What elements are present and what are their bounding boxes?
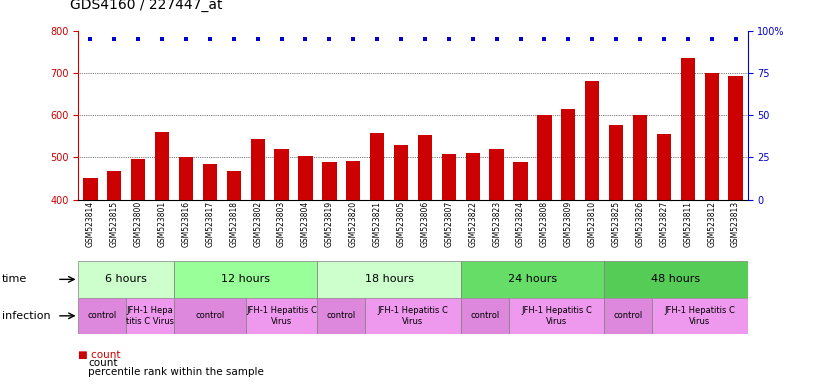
Point	[251, 36, 264, 42]
Point	[227, 36, 240, 42]
Bar	[370, 133, 384, 369]
Point	[275, 36, 288, 42]
Bar	[513, 162, 528, 369]
Point	[681, 36, 695, 42]
Bar	[78, 261, 174, 298]
Point	[610, 36, 623, 42]
Text: JFH-1 Hepa
titis C Virus: JFH-1 Hepa titis C Virus	[126, 306, 174, 326]
Point	[107, 36, 121, 42]
Text: 48 hours: 48 hours	[651, 274, 700, 285]
Bar	[298, 156, 312, 369]
Text: 6 hours: 6 hours	[106, 274, 147, 285]
Text: count: count	[88, 358, 118, 368]
Bar	[537, 115, 552, 369]
Point	[418, 36, 431, 42]
Bar	[461, 261, 604, 298]
Text: 18 hours: 18 hours	[364, 274, 414, 285]
Point	[299, 36, 312, 42]
Bar	[705, 73, 719, 369]
Text: control: control	[195, 311, 225, 320]
Point	[395, 36, 408, 42]
Bar	[652, 298, 748, 334]
Bar	[461, 298, 509, 334]
Bar	[202, 164, 217, 369]
Bar	[322, 162, 336, 369]
Point	[347, 36, 360, 42]
Bar	[604, 261, 748, 298]
Bar	[155, 132, 169, 369]
Bar	[317, 298, 365, 334]
Point	[562, 36, 575, 42]
Point	[514, 36, 527, 42]
Point	[490, 36, 503, 42]
Bar	[657, 134, 671, 369]
Bar	[226, 171, 241, 369]
Point	[203, 36, 216, 42]
Bar	[609, 125, 624, 369]
Bar	[466, 153, 480, 369]
Point	[466, 36, 479, 42]
Bar	[509, 298, 604, 334]
Bar	[490, 149, 504, 369]
Bar	[274, 149, 289, 369]
Bar	[126, 298, 174, 334]
Bar	[561, 109, 576, 369]
Text: time: time	[2, 274, 27, 285]
Bar	[394, 145, 408, 369]
Bar	[107, 171, 121, 369]
Bar	[174, 298, 246, 334]
Text: 12 hours: 12 hours	[221, 274, 270, 285]
Text: percentile rank within the sample: percentile rank within the sample	[88, 367, 264, 377]
Point	[586, 36, 599, 42]
Bar	[585, 81, 600, 369]
Text: ■ count: ■ count	[78, 350, 121, 360]
Text: infection: infection	[2, 311, 50, 321]
Bar	[83, 178, 97, 369]
Point	[442, 36, 455, 42]
Text: control: control	[614, 311, 643, 320]
Text: 24 hours: 24 hours	[508, 274, 557, 285]
Text: JFH-1 Hepatitis C
Virus: JFH-1 Hepatitis C Virus	[246, 306, 317, 326]
Point	[634, 36, 647, 42]
Bar	[174, 261, 317, 298]
Point	[179, 36, 192, 42]
Point	[131, 36, 145, 42]
Bar	[729, 76, 743, 369]
Bar	[633, 115, 648, 369]
Point	[371, 36, 384, 42]
Point	[323, 36, 336, 42]
Text: JFH-1 Hepatitis C
Virus: JFH-1 Hepatitis C Virus	[377, 306, 449, 326]
Point	[83, 36, 97, 42]
Bar	[178, 157, 193, 369]
Text: GDS4160 / 227447_at: GDS4160 / 227447_at	[70, 0, 223, 12]
Text: JFH-1 Hepatitis C
Virus: JFH-1 Hepatitis C Virus	[664, 306, 735, 326]
Text: control: control	[88, 311, 117, 320]
Point	[705, 36, 719, 42]
Point	[657, 36, 671, 42]
Bar	[681, 58, 695, 369]
Bar	[604, 298, 652, 334]
Bar	[317, 261, 461, 298]
Bar	[442, 154, 456, 369]
Text: JFH-1 Hepatitis C
Virus: JFH-1 Hepatitis C Virus	[521, 306, 591, 326]
Bar	[250, 139, 265, 369]
Bar	[131, 159, 145, 369]
Bar	[246, 298, 317, 334]
Bar	[365, 298, 461, 334]
Point	[538, 36, 551, 42]
Bar	[346, 161, 360, 369]
Text: control: control	[470, 311, 499, 320]
Point	[155, 36, 169, 42]
Bar	[418, 135, 432, 369]
Text: control: control	[327, 311, 356, 320]
Bar	[78, 298, 126, 334]
Point	[729, 36, 743, 42]
